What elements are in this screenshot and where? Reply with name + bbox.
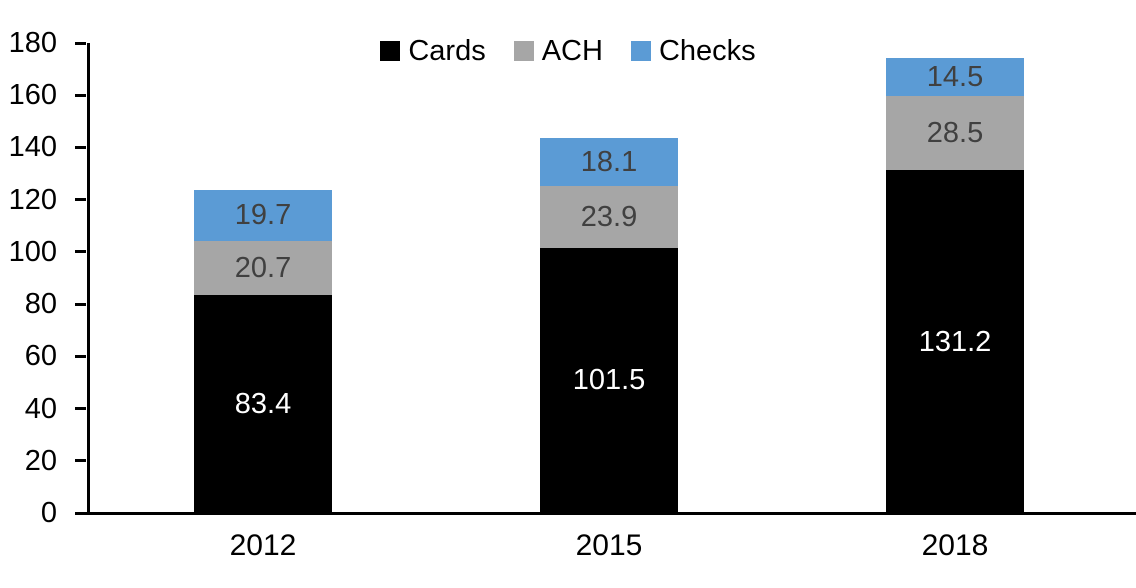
bar-value-label: 14.5: [926, 61, 984, 94]
y-axis-tick-label: 180: [8, 27, 57, 59]
y-axis-tick-mark: [75, 459, 86, 462]
x-axis-line: [76, 512, 1136, 515]
bar-segment-cards: 131.2: [886, 170, 1024, 513]
bar-value-label: 28.5: [926, 117, 984, 150]
bar-value-label: 23.9: [580, 200, 638, 233]
legend-item-checks: Checks: [630, 35, 756, 67]
bar-segment-ach: 20.7: [194, 241, 332, 296]
bar-value-label: 20.7: [234, 252, 292, 285]
y-axis-tick-mark: [75, 407, 86, 410]
y-axis-tick-mark: [75, 42, 86, 45]
y-axis-tick-label: 160: [8, 79, 57, 112]
y-axis-tick-label: 60: [24, 340, 57, 373]
bar-value-label: 83.4: [234, 388, 292, 421]
y-axis-tick-mark: [75, 355, 86, 358]
y-axis-tick-label: 40: [24, 392, 57, 425]
y-axis-tick-mark: [75, 512, 86, 515]
chart-legend: Cards ACH Checks: [0, 36, 1136, 66]
y-axis-tick-label: 20: [24, 444, 57, 477]
legend-label: ACH: [541, 35, 603, 67]
y-axis-tick-label: 120: [8, 183, 57, 216]
legend-item-cards: Cards: [380, 35, 486, 67]
y-axis-tick-mark: [75, 198, 86, 201]
bar-segment-cards: 101.5: [540, 247, 678, 513]
bar-segment-checks: 14.5: [886, 58, 1024, 96]
y-axis-tick-label: 80: [24, 288, 57, 321]
legend-label: Checks: [658, 35, 756, 67]
y-axis-tick-mark: [75, 250, 86, 253]
x-axis-category-label: 2012: [229, 529, 297, 562]
bar-value-label: 101.5: [572, 364, 646, 397]
y-axis-tick-label: 0: [40, 497, 57, 529]
y-axis-tick-label: 100: [8, 235, 57, 268]
y-axis-tick-mark: [75, 94, 86, 97]
x-axis-category-label: 2015: [575, 529, 643, 562]
x-axis-category-label: 2018: [921, 529, 989, 562]
y-axis-tick-mark: [75, 303, 86, 306]
legend-swatch-icon: [513, 41, 534, 61]
bar-segment-ach: 28.5: [886, 96, 1024, 171]
bar-value-label: 131.2: [918, 325, 992, 358]
bar-segment-checks: 19.7: [194, 189, 332, 242]
y-axis-tick-label: 140: [8, 131, 57, 164]
bar-value-label: 18.1: [580, 145, 638, 178]
y-axis-tick-mark: [75, 146, 86, 149]
y-axis-line: [87, 43, 90, 515]
legend-swatch-icon: [380, 41, 401, 61]
legend-swatch-icon: [630, 41, 651, 61]
legend-label: Cards: [408, 35, 486, 67]
bar-segment-cards: 83.4: [194, 295, 332, 513]
bar-segment-checks: 18.1: [540, 138, 678, 186]
legend-item-ach: ACH: [513, 35, 603, 67]
bar-value-label: 19.7: [234, 199, 292, 232]
bar-segment-ach: 23.9: [540, 185, 678, 248]
